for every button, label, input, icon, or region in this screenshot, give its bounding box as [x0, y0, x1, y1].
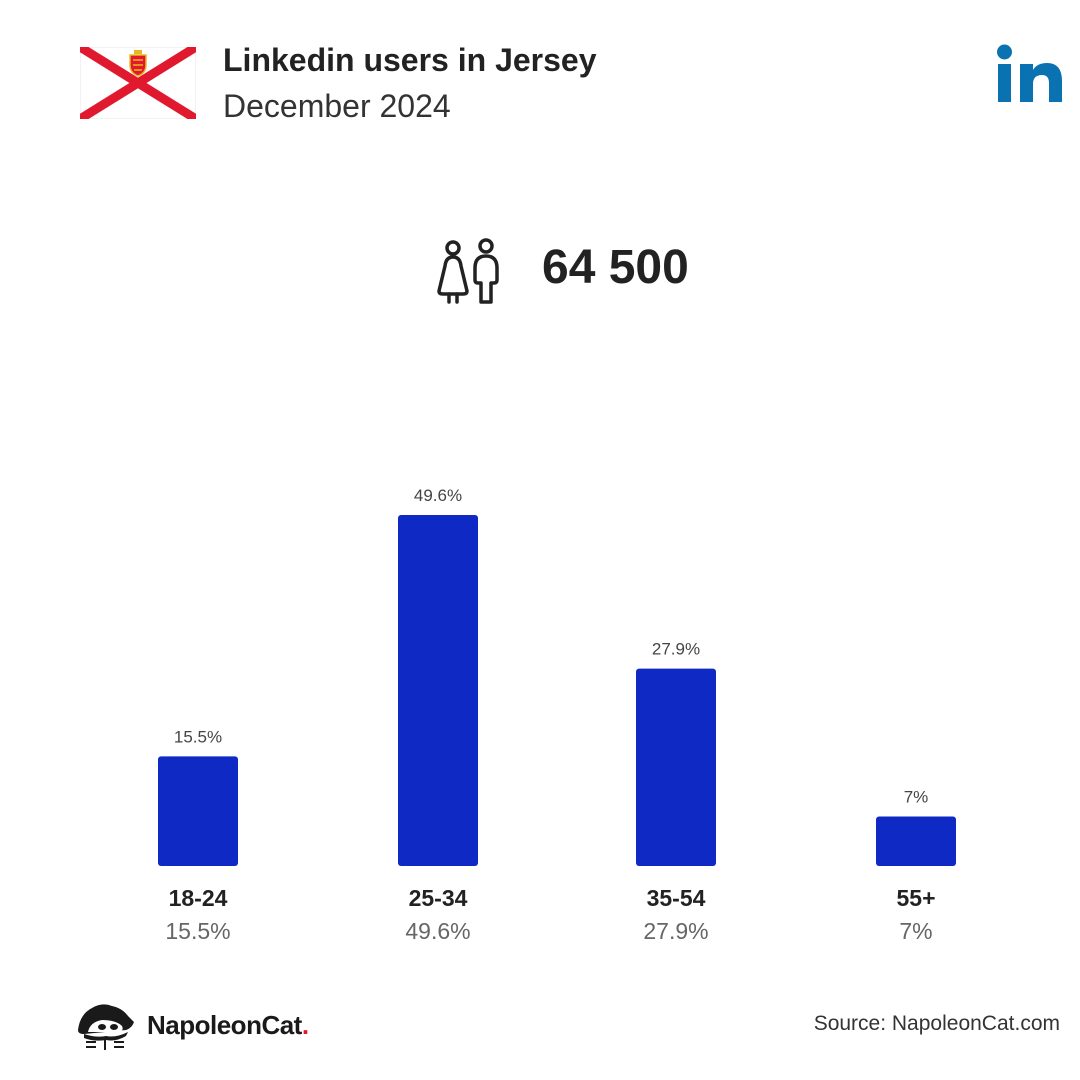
bar-25-34: [398, 515, 478, 866]
category-label: 35-54: [647, 885, 706, 911]
category-percent-label: 15.5%: [165, 918, 230, 944]
bar-35-54: [636, 668, 716, 866]
category-label: 18-24: [169, 885, 228, 911]
category-percent-label: 7%: [899, 918, 932, 944]
linkedin-logo-icon: [997, 44, 1062, 102]
bar-55+: [876, 816, 956, 866]
category-label: 55+: [896, 885, 935, 911]
napoleoncat-wordmark: NapoleonCat.: [147, 1010, 309, 1041]
chart-subtitle: December 2024: [223, 88, 451, 124]
bar-value-label: 27.9%: [652, 640, 700, 659]
category-percent-label: 49.6%: [405, 918, 470, 944]
bar-18-24: [158, 756, 238, 866]
category-label: 25-34: [409, 885, 468, 911]
users-icon: [437, 238, 499, 304]
jersey-flag-icon: [80, 47, 196, 119]
bar-value-label: 7%: [904, 787, 929, 806]
brand-name: NapoleonCat: [147, 1010, 302, 1040]
bar-value-label: 49.6%: [414, 486, 462, 505]
source-credit: Source: NapoleonCat.com: [813, 1012, 1060, 1035]
bar-value-label: 15.5%: [174, 727, 222, 746]
total-users-value: 64 500: [542, 241, 689, 294]
napoleoncat-logo-icon: [78, 1004, 134, 1050]
brand-dot: .: [301, 1010, 309, 1040]
category-percent-label: 27.9%: [643, 918, 708, 944]
chart-title: Linkedin users in Jersey: [223, 42, 597, 78]
